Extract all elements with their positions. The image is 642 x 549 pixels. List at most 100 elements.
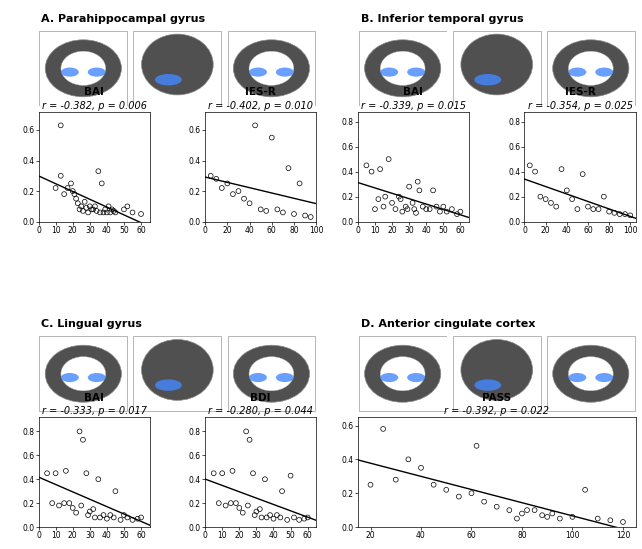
Point: [92, 206, 102, 215]
Point: [222, 179, 232, 188]
Point: [428, 480, 438, 489]
Point: [103, 202, 114, 211]
Point: [275, 513, 286, 522]
Point: [108, 513, 119, 522]
Point: [447, 205, 457, 214]
Ellipse shape: [553, 345, 629, 402]
Point: [416, 463, 426, 472]
Point: [95, 513, 105, 522]
Ellipse shape: [380, 68, 398, 77]
Text: PASS: PASS: [482, 393, 511, 403]
Point: [90, 513, 100, 522]
Point: [567, 195, 577, 204]
Point: [568, 513, 578, 522]
Point: [272, 511, 282, 519]
Point: [62, 183, 73, 192]
Point: [299, 514, 309, 523]
Point: [380, 192, 390, 201]
Point: [394, 192, 404, 201]
Point: [492, 502, 502, 511]
Point: [466, 489, 476, 497]
Point: [438, 202, 449, 211]
Point: [51, 469, 61, 478]
Point: [47, 498, 57, 507]
Point: [278, 208, 288, 217]
Point: [67, 187, 78, 195]
Point: [409, 205, 419, 214]
Ellipse shape: [553, 40, 629, 97]
Text: C. Lingual gyrus: C. Lingual gyrus: [41, 319, 142, 329]
Ellipse shape: [474, 74, 501, 86]
Point: [546, 199, 556, 208]
Ellipse shape: [380, 51, 425, 86]
Point: [255, 505, 265, 513]
Point: [234, 503, 245, 512]
Point: [404, 182, 414, 191]
Point: [67, 503, 78, 512]
Point: [414, 186, 424, 195]
Point: [216, 183, 227, 192]
Point: [604, 207, 614, 216]
Point: [136, 513, 146, 522]
Point: [268, 514, 279, 523]
Point: [367, 167, 377, 176]
Point: [256, 205, 266, 214]
Point: [551, 202, 561, 211]
Point: [431, 202, 442, 211]
Ellipse shape: [249, 373, 267, 382]
Ellipse shape: [276, 373, 294, 382]
Point: [76, 501, 87, 510]
Ellipse shape: [568, 357, 613, 391]
Point: [286, 471, 296, 480]
Point: [295, 179, 305, 188]
Text: r = -0.339, p = 0.015: r = -0.339, p = 0.015: [361, 100, 466, 110]
Point: [95, 208, 105, 217]
Ellipse shape: [380, 357, 425, 391]
Point: [110, 208, 121, 217]
Point: [83, 208, 93, 217]
Point: [452, 210, 462, 219]
Point: [105, 208, 116, 217]
Ellipse shape: [61, 357, 106, 391]
Point: [136, 210, 146, 219]
Point: [119, 511, 129, 519]
Point: [383, 155, 394, 164]
Point: [233, 187, 243, 195]
Point: [479, 497, 489, 506]
Text: BAI: BAI: [84, 393, 104, 403]
Text: IES-R: IES-R: [245, 87, 276, 97]
Ellipse shape: [141, 339, 213, 400]
Point: [435, 207, 445, 216]
Point: [387, 199, 397, 208]
Point: [245, 199, 255, 208]
Point: [542, 513, 552, 522]
Point: [403, 205, 413, 214]
Point: [98, 208, 108, 217]
Point: [535, 192, 546, 201]
Point: [411, 209, 421, 217]
Point: [471, 441, 482, 450]
Point: [272, 205, 282, 214]
Ellipse shape: [474, 379, 501, 391]
Point: [442, 207, 452, 216]
Text: r = -0.382, p = 0.006: r = -0.382, p = 0.006: [42, 100, 146, 110]
Point: [250, 121, 260, 130]
Ellipse shape: [141, 34, 213, 95]
Point: [51, 183, 61, 192]
Point: [66, 179, 76, 188]
Point: [228, 190, 238, 199]
Point: [101, 514, 112, 523]
Point: [428, 186, 438, 195]
Ellipse shape: [45, 40, 121, 97]
Point: [80, 198, 90, 206]
Point: [424, 205, 435, 214]
Point: [306, 212, 316, 221]
Point: [441, 485, 451, 494]
Point: [403, 455, 413, 464]
Point: [83, 511, 93, 519]
Point: [116, 516, 126, 524]
Point: [248, 469, 258, 478]
Ellipse shape: [88, 68, 106, 77]
Point: [375, 165, 385, 173]
Point: [277, 487, 287, 496]
